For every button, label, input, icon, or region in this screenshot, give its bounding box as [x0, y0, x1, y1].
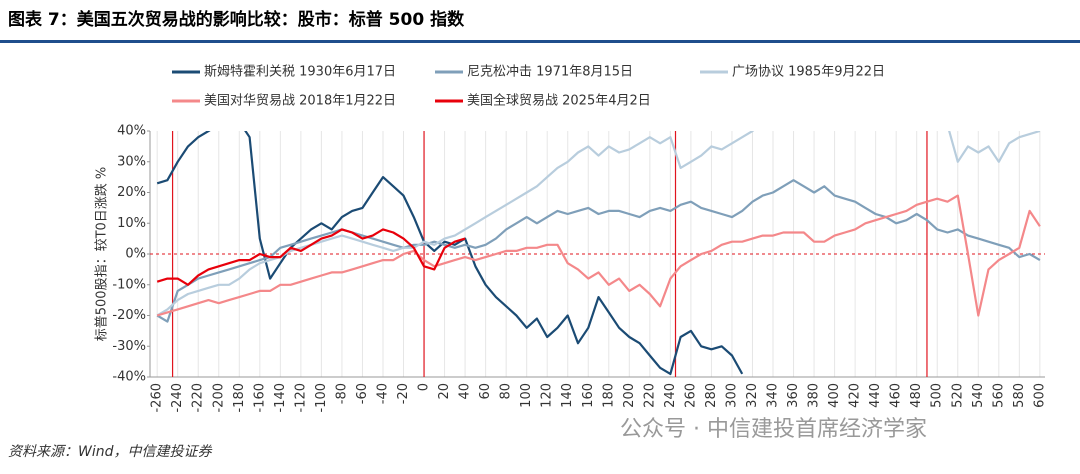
x-tick-label: 140 — [560, 383, 575, 408]
y-tick-label: -30% — [112, 339, 146, 354]
y-tick-label: -10% — [112, 277, 146, 292]
y-tick-label: 10% — [117, 216, 146, 231]
series-line — [156, 131, 744, 375]
x-tick-label: -140 — [273, 383, 288, 413]
x-tick-label: 180 — [601, 383, 616, 408]
x-tick-label: 500 — [930, 383, 945, 408]
x-tick-label: 480 — [909, 383, 924, 408]
series-line — [156, 228, 466, 286]
y-tick-label: -40% — [112, 370, 146, 385]
watermark: 公众号 · 中信建投首席经济学家 — [620, 417, 927, 442]
x-tick-label: -120 — [293, 383, 308, 413]
x-tick-label: 300 — [724, 383, 739, 408]
series-line — [156, 131, 1041, 317]
legend-label: 美国对华贸易战 2018年1月22日 — [204, 94, 396, 109]
x-tick-label: -240 — [170, 383, 185, 413]
x-tick-label: -180 — [232, 383, 247, 413]
x-tick-label: 580 — [1012, 383, 1027, 408]
x-tick-label: 20 — [437, 383, 452, 400]
x-tick-label: 60 — [478, 383, 493, 400]
y-tick-label: -20% — [112, 308, 146, 323]
x-tick-label: 120 — [540, 383, 555, 408]
x-tick-label: -160 — [252, 383, 267, 413]
series-line — [156, 194, 1041, 317]
x-tick-label: -60 — [355, 383, 370, 404]
chart-title: 图表 7：美国五次贸易战的影响比较：股市：标普 500 指数 — [8, 9, 465, 30]
x-tick-label: 80 — [499, 383, 514, 400]
legend-label: 尼克松冲击 1971年8月15日 — [467, 65, 633, 80]
x-tick-label: -100 — [314, 383, 329, 413]
x-tick-label: 280 — [704, 383, 719, 408]
x-tick-label: 520 — [950, 383, 965, 408]
y-tick-label: 30% — [117, 154, 146, 169]
plot-lines — [156, 131, 1041, 375]
x-tick-label: -80 — [334, 383, 349, 404]
x-tick-label: 600 — [1032, 383, 1047, 408]
legend-label: 广场协议 1985年9月22日 — [732, 65, 885, 80]
x-tick-label: 540 — [971, 383, 986, 408]
y-tick-label: 20% — [117, 185, 146, 200]
x-tick-label: 460 — [889, 383, 904, 408]
x-tick-label: 360 — [786, 383, 801, 408]
x-tick-label: 440 — [868, 383, 883, 408]
x-tick-label: -260 — [150, 383, 165, 413]
x-tick-label: -220 — [191, 383, 206, 413]
source: 资料来源：Wind，中信建投证券 — [8, 444, 212, 460]
x-tick-label: -200 — [211, 383, 226, 413]
x-tick-label: 380 — [807, 383, 822, 408]
x-tick-label: 320 — [745, 383, 760, 408]
x-tick-label: 400 — [827, 383, 842, 408]
title-rule — [0, 40, 1080, 43]
x-tick-label: -20 — [396, 383, 411, 404]
legend-label: 美国全球贸易战 2025年4月2日 — [467, 93, 651, 109]
x-tick-label: 0 — [417, 383, 432, 391]
series-line — [156, 179, 1041, 323]
x-tick-label: 160 — [581, 383, 596, 408]
x-tick-label: 220 — [642, 383, 657, 408]
x-tick-label: 420 — [848, 383, 863, 408]
y-axis-label: 标普500股指：较T0日涨跌 % — [94, 167, 110, 342]
x-tick-label: -40 — [375, 383, 390, 404]
x-tick-label: 100 — [519, 383, 534, 408]
x-tick-label: 340 — [766, 383, 781, 408]
x-tick-label: 240 — [663, 383, 678, 408]
legend-label: 斯姆特霍利关税 1930年6月17日 — [204, 65, 396, 80]
x-tick-label: 40 — [458, 383, 473, 400]
x-tick-label: 200 — [622, 383, 637, 408]
y-tick-label: 0% — [125, 247, 146, 262]
x-tick-label: 560 — [991, 383, 1006, 408]
x-tick-label: 260 — [683, 383, 698, 408]
y-tick-label: 40% — [117, 124, 146, 139]
